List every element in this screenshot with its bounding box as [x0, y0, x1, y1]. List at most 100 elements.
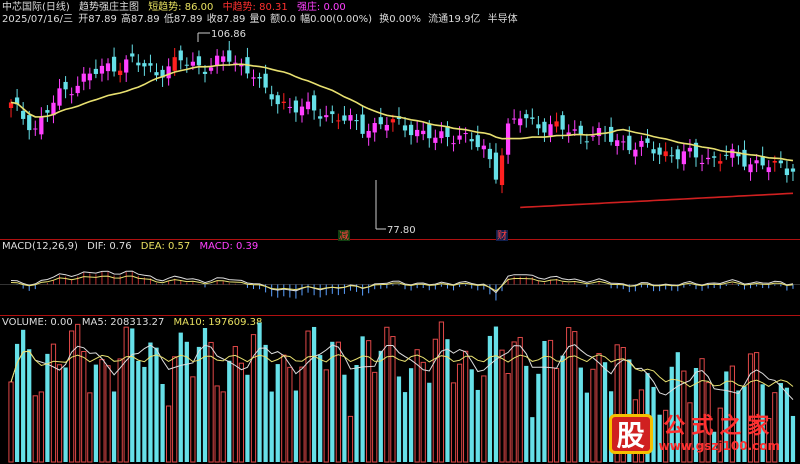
candle-body[interactable] [524, 114, 529, 119]
candle-body[interactable] [778, 160, 783, 164]
volume-bar[interactable] [432, 338, 438, 463]
candle-body[interactable] [390, 119, 396, 123]
candle-body[interactable] [221, 56, 226, 62]
volume-bar[interactable] [311, 326, 317, 462]
candle-body[interactable] [227, 50, 232, 62]
volume-bar[interactable] [257, 322, 262, 462]
volume-bar[interactable] [427, 382, 432, 462]
candle-body[interactable] [578, 125, 583, 135]
candle-body[interactable] [463, 133, 468, 135]
volume-bar[interactable] [196, 346, 202, 462]
candle-body[interactable] [124, 59, 129, 73]
volume-bar[interactable] [560, 355, 565, 462]
volume-bar[interactable] [778, 383, 783, 462]
volume-bar[interactable] [675, 352, 680, 462]
candle-body[interactable] [457, 135, 462, 140]
candle-body[interactable] [402, 125, 408, 131]
volume-bar[interactable] [45, 353, 50, 462]
candle-body[interactable] [148, 63, 153, 66]
candle-body[interactable] [348, 115, 353, 121]
candle-body[interactable] [111, 56, 117, 72]
volume-bar[interactable] [402, 392, 408, 462]
volume-bar[interactable] [693, 367, 699, 462]
candle-body[interactable] [136, 62, 141, 66]
candle-body[interactable] [336, 120, 341, 122]
candle-body[interactable] [512, 118, 517, 120]
volume-bar[interactable] [232, 346, 238, 463]
candle-body[interactable] [63, 81, 68, 90]
volume-bar[interactable] [366, 340, 372, 463]
volume-bar[interactable] [263, 344, 268, 462]
volume-bar[interactable] [93, 364, 99, 462]
candle-body[interactable] [324, 115, 329, 118]
candle-body[interactable] [275, 95, 280, 105]
candle-body[interactable] [384, 124, 389, 131]
volume-bar[interactable] [69, 330, 75, 463]
volume-bar[interactable] [56, 364, 63, 463]
candle-body[interactable] [687, 147, 693, 152]
volume-bar[interactable] [142, 366, 147, 462]
event-marker-b-box[interactable] [496, 230, 508, 241]
candle-body[interactable] [160, 69, 165, 78]
candle-body[interactable] [615, 140, 620, 146]
candle-body[interactable] [536, 124, 541, 129]
volume-bar[interactable] [463, 350, 469, 463]
candle-body[interactable] [487, 148, 493, 160]
candle-body[interactable] [439, 131, 444, 139]
candle-body[interactable] [318, 116, 323, 119]
volume-bar[interactable] [408, 368, 414, 462]
volume-bar[interactable] [111, 391, 117, 462]
candle-body[interactable] [584, 141, 589, 143]
candle-body[interactable] [699, 162, 705, 165]
candle-body[interactable] [215, 55, 220, 66]
candle-body[interactable] [548, 124, 553, 136]
volume-bar[interactable] [445, 339, 450, 462]
candle-body[interactable] [293, 100, 299, 113]
volume-bar[interactable] [75, 323, 81, 463]
volume-bar[interactable] [269, 391, 274, 462]
candle-body[interactable] [718, 161, 723, 164]
candle-body[interactable] [518, 118, 523, 126]
candle-body[interactable] [45, 110, 50, 113]
volume-bar[interactable] [456, 363, 463, 463]
volume-bar[interactable] [481, 375, 487, 463]
candle-body[interactable] [354, 120, 359, 122]
candle-body[interactable] [14, 97, 20, 105]
volume-bar[interactable] [784, 387, 790, 462]
volume-bar[interactable] [475, 389, 480, 462]
volume-bar[interactable] [760, 384, 765, 462]
event-marker-a-box[interactable] [338, 230, 350, 241]
candle-body[interactable] [281, 101, 286, 103]
volume-bar[interactable] [687, 402, 693, 463]
candle-body[interactable] [75, 85, 80, 94]
candle-body[interactable] [118, 70, 123, 76]
candle-body[interactable] [772, 161, 777, 163]
volume-bar[interactable] [578, 367, 583, 462]
volume-bar[interactable] [166, 405, 172, 463]
candle-body[interactable] [81, 73, 86, 82]
volume-bar[interactable] [705, 382, 711, 463]
volume-bar[interactable] [530, 417, 535, 462]
volume-bar[interactable] [372, 371, 378, 463]
candle-body[interactable] [566, 132, 571, 136]
candle-body[interactable] [596, 128, 602, 137]
event-marker-b[interactable]: 财 [497, 229, 507, 242]
candle-body[interactable] [675, 149, 680, 160]
volume-bar[interactable] [130, 328, 135, 462]
candle-body[interactable] [99, 65, 105, 74]
volume-bar[interactable] [657, 414, 662, 462]
volume-bar[interactable] [27, 349, 32, 462]
volume-bar[interactable] [729, 365, 735, 463]
volume-bar[interactable] [766, 418, 772, 463]
volume-bar[interactable] [342, 374, 347, 462]
candle-body[interactable] [627, 135, 632, 151]
volume-bar[interactable] [602, 362, 608, 462]
volume-bar[interactable] [493, 326, 499, 462]
volume-bar[interactable] [50, 343, 57, 463]
volume-bar[interactable] [536, 373, 541, 462]
candle-body[interactable] [621, 141, 626, 143]
volume-bar[interactable] [517, 336, 523, 463]
volume-bar[interactable] [414, 349, 420, 463]
candle-body[interactable] [742, 149, 747, 167]
volume-bar[interactable] [524, 365, 529, 462]
